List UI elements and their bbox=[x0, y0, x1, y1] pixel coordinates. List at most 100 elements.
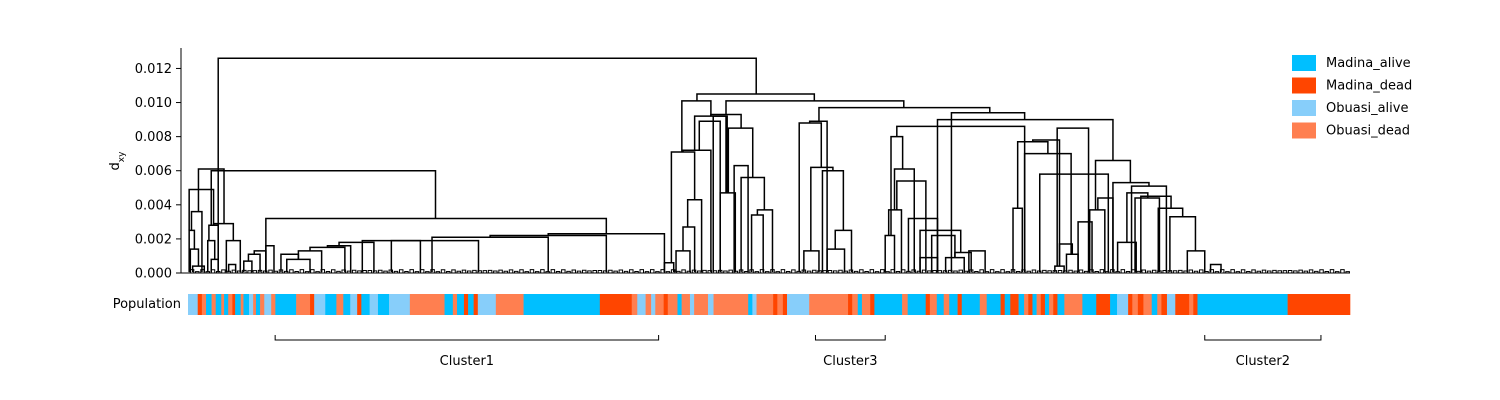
dendrogram-link bbox=[1056, 127, 1090, 273]
population-segment bbox=[389, 294, 411, 315]
dendrogram-leaf-link bbox=[948, 269, 953, 273]
dendrogram-link bbox=[887, 209, 903, 273]
dendrogram-leaf-link bbox=[932, 269, 937, 273]
y-axis-label: dxy bbox=[108, 151, 127, 171]
dendrogram-leaf-link bbox=[1078, 269, 1084, 273]
dendrogram-leaf-link bbox=[587, 270, 592, 273]
population-segment bbox=[1082, 294, 1097, 315]
dendrogram-leaf-link bbox=[1261, 269, 1267, 273]
dendrogram-link bbox=[727, 127, 754, 193]
dendrogram-link bbox=[1065, 253, 1079, 273]
dendrogram-leaf-link bbox=[623, 270, 629, 273]
dendrogram-leaf-link bbox=[744, 270, 749, 273]
dendrogram-link bbox=[1116, 241, 1137, 273]
dendrogram-leaf-link bbox=[331, 269, 336, 273]
dendrogram-link bbox=[1016, 141, 1049, 209]
dendrogram-link bbox=[803, 250, 820, 273]
dendrogram-leaf-link bbox=[1167, 270, 1173, 273]
dendrogram-leaf-link bbox=[221, 269, 226, 273]
dendrogram-leaf-link bbox=[681, 269, 686, 273]
dendrogram-leaf-link bbox=[226, 270, 231, 273]
legend-swatch bbox=[1292, 77, 1316, 94]
y-axis-label-subscript: xy bbox=[117, 151, 127, 162]
dendrogram-leaf-link bbox=[341, 269, 346, 273]
dendrogram-leaf-link bbox=[602, 270, 608, 273]
cluster-bracket bbox=[1204, 335, 1322, 341]
dendrogram-leaf-link bbox=[785, 270, 791, 273]
dendrogram-link bbox=[265, 244, 275, 273]
dendrogram-leaf-link bbox=[1251, 269, 1256, 273]
dendrogram-leaf-link bbox=[1104, 271, 1110, 273]
dendrogram-leaf-link bbox=[629, 269, 634, 273]
dendrogram-leaf-link bbox=[796, 270, 801, 273]
dendrogram-leaf-link bbox=[430, 269, 435, 273]
dendrogram-leaf-link bbox=[953, 270, 958, 273]
population-segment bbox=[861, 294, 871, 315]
population-segment bbox=[1004, 294, 1011, 315]
legend: Madina_alive Madina_dead Obuasi_alive Obuas… bbox=[1292, 55, 1412, 139]
population-segment bbox=[361, 294, 370, 315]
dendrogram-leaf-link bbox=[801, 269, 807, 273]
dendrogram-leaf-link bbox=[995, 271, 1000, 273]
dendrogram-leaf-link bbox=[806, 270, 812, 273]
dendrogram-leaf-link bbox=[440, 269, 446, 273]
dendrogram-leaf-link bbox=[759, 269, 765, 273]
population-segment bbox=[206, 294, 212, 315]
dendrogram-link bbox=[431, 236, 549, 273]
population-segment bbox=[224, 294, 229, 315]
population-segment bbox=[979, 294, 988, 315]
cluster-bracket bbox=[814, 335, 886, 341]
dendrogram-leaf-link bbox=[1209, 269, 1214, 273]
dendrogram-leaf-link bbox=[1016, 270, 1021, 273]
dendrogram-leaf-link bbox=[822, 270, 828, 273]
population-segment bbox=[1096, 294, 1111, 315]
dendrogram-leaf-link bbox=[367, 270, 373, 273]
dendrogram-leaf-link bbox=[1162, 269, 1167, 273]
dendrogram-leaf-link bbox=[906, 270, 911, 273]
dendrogram-leaf-link bbox=[1172, 270, 1178, 273]
population-label: Population bbox=[113, 297, 181, 312]
dendrogram-leaf-link bbox=[1042, 269, 1047, 273]
dendrogram-leaf-link bbox=[900, 269, 906, 273]
dendrogram-link bbox=[675, 250, 691, 273]
cluster-label: Cluster2 bbox=[1236, 354, 1290, 369]
dendrogram-leaf-link bbox=[524, 271, 529, 273]
population-segment bbox=[773, 294, 778, 315]
dendrogram-link bbox=[1023, 152, 1072, 273]
population-segment bbox=[495, 294, 524, 315]
dendrogram-leaf-link bbox=[555, 271, 561, 273]
dendrogram-leaf-link bbox=[655, 271, 660, 273]
dendrogram-leaf-link bbox=[189, 269, 195, 273]
dendrogram-leaf-link bbox=[545, 271, 550, 273]
dendrogram-leaf-link bbox=[205, 271, 210, 273]
dendrogram-link bbox=[247, 253, 261, 273]
dendrogram-leaf-link bbox=[911, 269, 916, 273]
dendrogram-leaf-link bbox=[242, 269, 247, 273]
population-segment bbox=[1132, 294, 1139, 315]
dendrogram-leaf-link bbox=[1000, 269, 1005, 273]
dendrogram-link bbox=[740, 176, 766, 273]
dendrogram-leaf-link bbox=[1036, 270, 1042, 273]
population-segment bbox=[232, 294, 236, 315]
dendrogram-link bbox=[1012, 207, 1024, 273]
population-segment bbox=[667, 294, 678, 315]
population-segment bbox=[197, 294, 203, 315]
dendrogram-leaf-link bbox=[728, 269, 733, 273]
dendrogram-link bbox=[217, 57, 757, 273]
dendrogram-leaf-link bbox=[357, 270, 362, 273]
dendrogram-leaf-link bbox=[1089, 269, 1094, 273]
population-segment bbox=[201, 294, 207, 315]
dendrogram-leaf-link bbox=[1314, 270, 1319, 273]
population-segment bbox=[1044, 294, 1050, 315]
dendrogram-link bbox=[834, 229, 853, 273]
cluster-brackets: Cluster1 Cluster3 Cluster2 bbox=[274, 335, 1322, 369]
population-segment bbox=[1166, 294, 1176, 315]
dendrogram-leaf-link bbox=[1188, 269, 1194, 273]
population-segment bbox=[681, 294, 691, 315]
dendrogram-leaf-link bbox=[540, 269, 545, 273]
population-segment bbox=[1157, 294, 1162, 315]
population-bar bbox=[188, 294, 1351, 315]
dendrogram-leaf-link bbox=[958, 269, 963, 273]
population-segment bbox=[599, 294, 633, 315]
population-segment bbox=[1036, 294, 1042, 315]
